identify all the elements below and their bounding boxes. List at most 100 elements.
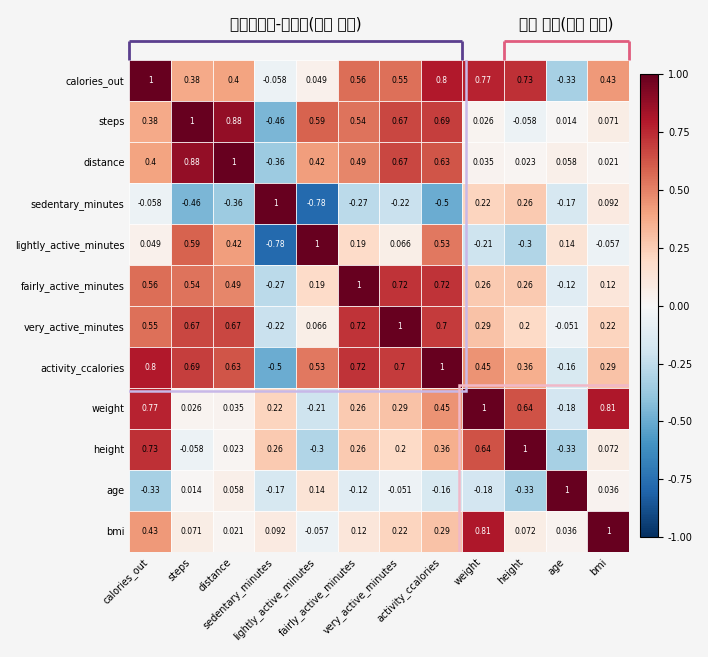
- Text: 0.77: 0.77: [475, 76, 492, 85]
- Bar: [171, 223, 212, 265]
- Bar: [379, 470, 421, 511]
- Text: -0.36: -0.36: [224, 198, 244, 208]
- Text: -0.33: -0.33: [515, 486, 535, 495]
- Bar: [504, 347, 546, 388]
- Bar: [338, 60, 379, 101]
- Bar: [254, 306, 296, 347]
- Text: 0.4: 0.4: [144, 158, 156, 167]
- Text: 0.64: 0.64: [516, 404, 533, 413]
- Bar: [130, 429, 171, 470]
- Text: 0.63: 0.63: [225, 363, 242, 372]
- Bar: [296, 429, 338, 470]
- Text: 0.058: 0.058: [222, 486, 244, 495]
- Text: -0.051: -0.051: [388, 486, 412, 495]
- Text: 0.22: 0.22: [392, 527, 409, 536]
- Bar: [212, 101, 254, 142]
- Bar: [212, 429, 254, 470]
- Bar: [588, 347, 629, 388]
- Bar: [504, 142, 546, 183]
- Text: -0.46: -0.46: [266, 116, 285, 125]
- Text: 0.49: 0.49: [225, 281, 242, 290]
- Bar: [588, 470, 629, 511]
- Bar: [254, 470, 296, 511]
- Bar: [588, 306, 629, 347]
- Bar: [379, 429, 421, 470]
- Bar: [588, 60, 629, 101]
- Bar: [254, 429, 296, 470]
- Text: 0.023: 0.023: [514, 158, 536, 167]
- Text: 0.45: 0.45: [475, 363, 492, 372]
- Text: 0.59: 0.59: [183, 240, 200, 249]
- Text: 0.38: 0.38: [142, 116, 159, 125]
- Text: 0.43: 0.43: [600, 76, 617, 85]
- Text: 0.63: 0.63: [433, 158, 450, 167]
- Text: 라이프로그-활동량(입력 변수): 라이프로그-활동량(입력 변수): [230, 16, 362, 31]
- Bar: [546, 511, 588, 552]
- Bar: [130, 183, 171, 223]
- Bar: [296, 60, 338, 101]
- Bar: [462, 347, 504, 388]
- Bar: [254, 347, 296, 388]
- Bar: [212, 142, 254, 183]
- Text: -0.058: -0.058: [513, 116, 537, 125]
- Bar: [546, 347, 588, 388]
- Text: 1: 1: [606, 527, 610, 536]
- Text: -0.18: -0.18: [557, 404, 576, 413]
- Text: 1: 1: [148, 76, 152, 85]
- Bar: [546, 265, 588, 306]
- Text: 0.035: 0.035: [472, 158, 494, 167]
- Text: -0.12: -0.12: [348, 486, 368, 495]
- Text: 0.26: 0.26: [475, 281, 492, 290]
- Bar: [296, 347, 338, 388]
- Text: 1: 1: [231, 158, 236, 167]
- Text: 0.14: 0.14: [558, 240, 575, 249]
- Bar: [171, 511, 212, 552]
- Bar: [504, 183, 546, 223]
- Bar: [338, 101, 379, 142]
- Text: 0.014: 0.014: [556, 116, 578, 125]
- Text: -0.17: -0.17: [556, 198, 576, 208]
- Bar: [296, 142, 338, 183]
- Text: -0.27: -0.27: [266, 281, 285, 290]
- Bar: [588, 388, 629, 429]
- Text: -0.5: -0.5: [434, 198, 449, 208]
- Text: 0.072: 0.072: [598, 445, 619, 454]
- Text: 0.56: 0.56: [142, 281, 159, 290]
- Bar: [588, 183, 629, 223]
- Bar: [504, 306, 546, 347]
- Text: -0.22: -0.22: [266, 322, 285, 330]
- Bar: [338, 511, 379, 552]
- Text: -0.78: -0.78: [307, 198, 326, 208]
- Text: 0.22: 0.22: [475, 198, 491, 208]
- Bar: [212, 306, 254, 347]
- Text: -0.058: -0.058: [138, 198, 162, 208]
- Bar: [338, 347, 379, 388]
- Bar: [504, 470, 546, 511]
- Bar: [171, 388, 212, 429]
- Bar: [296, 265, 338, 306]
- Bar: [338, 142, 379, 183]
- Text: -0.16: -0.16: [432, 486, 452, 495]
- Bar: [588, 429, 629, 470]
- Text: 1: 1: [523, 445, 527, 454]
- Bar: [338, 306, 379, 347]
- Text: 0.19: 0.19: [350, 240, 367, 249]
- Text: -0.46: -0.46: [182, 198, 202, 208]
- Text: -0.21: -0.21: [307, 404, 326, 413]
- Bar: [421, 388, 462, 429]
- Bar: [379, 388, 421, 429]
- Bar: [130, 223, 171, 265]
- Bar: [546, 429, 588, 470]
- Text: -0.058: -0.058: [263, 76, 287, 85]
- Text: -0.057: -0.057: [596, 240, 620, 249]
- Text: -0.21: -0.21: [474, 240, 493, 249]
- Text: -0.12: -0.12: [557, 281, 576, 290]
- Bar: [338, 470, 379, 511]
- Text: 0.066: 0.066: [389, 240, 411, 249]
- Text: 0.54: 0.54: [350, 116, 367, 125]
- Bar: [421, 223, 462, 265]
- Text: 0.42: 0.42: [225, 240, 242, 249]
- Bar: [296, 388, 338, 429]
- Bar: [462, 470, 504, 511]
- Bar: [462, 142, 504, 183]
